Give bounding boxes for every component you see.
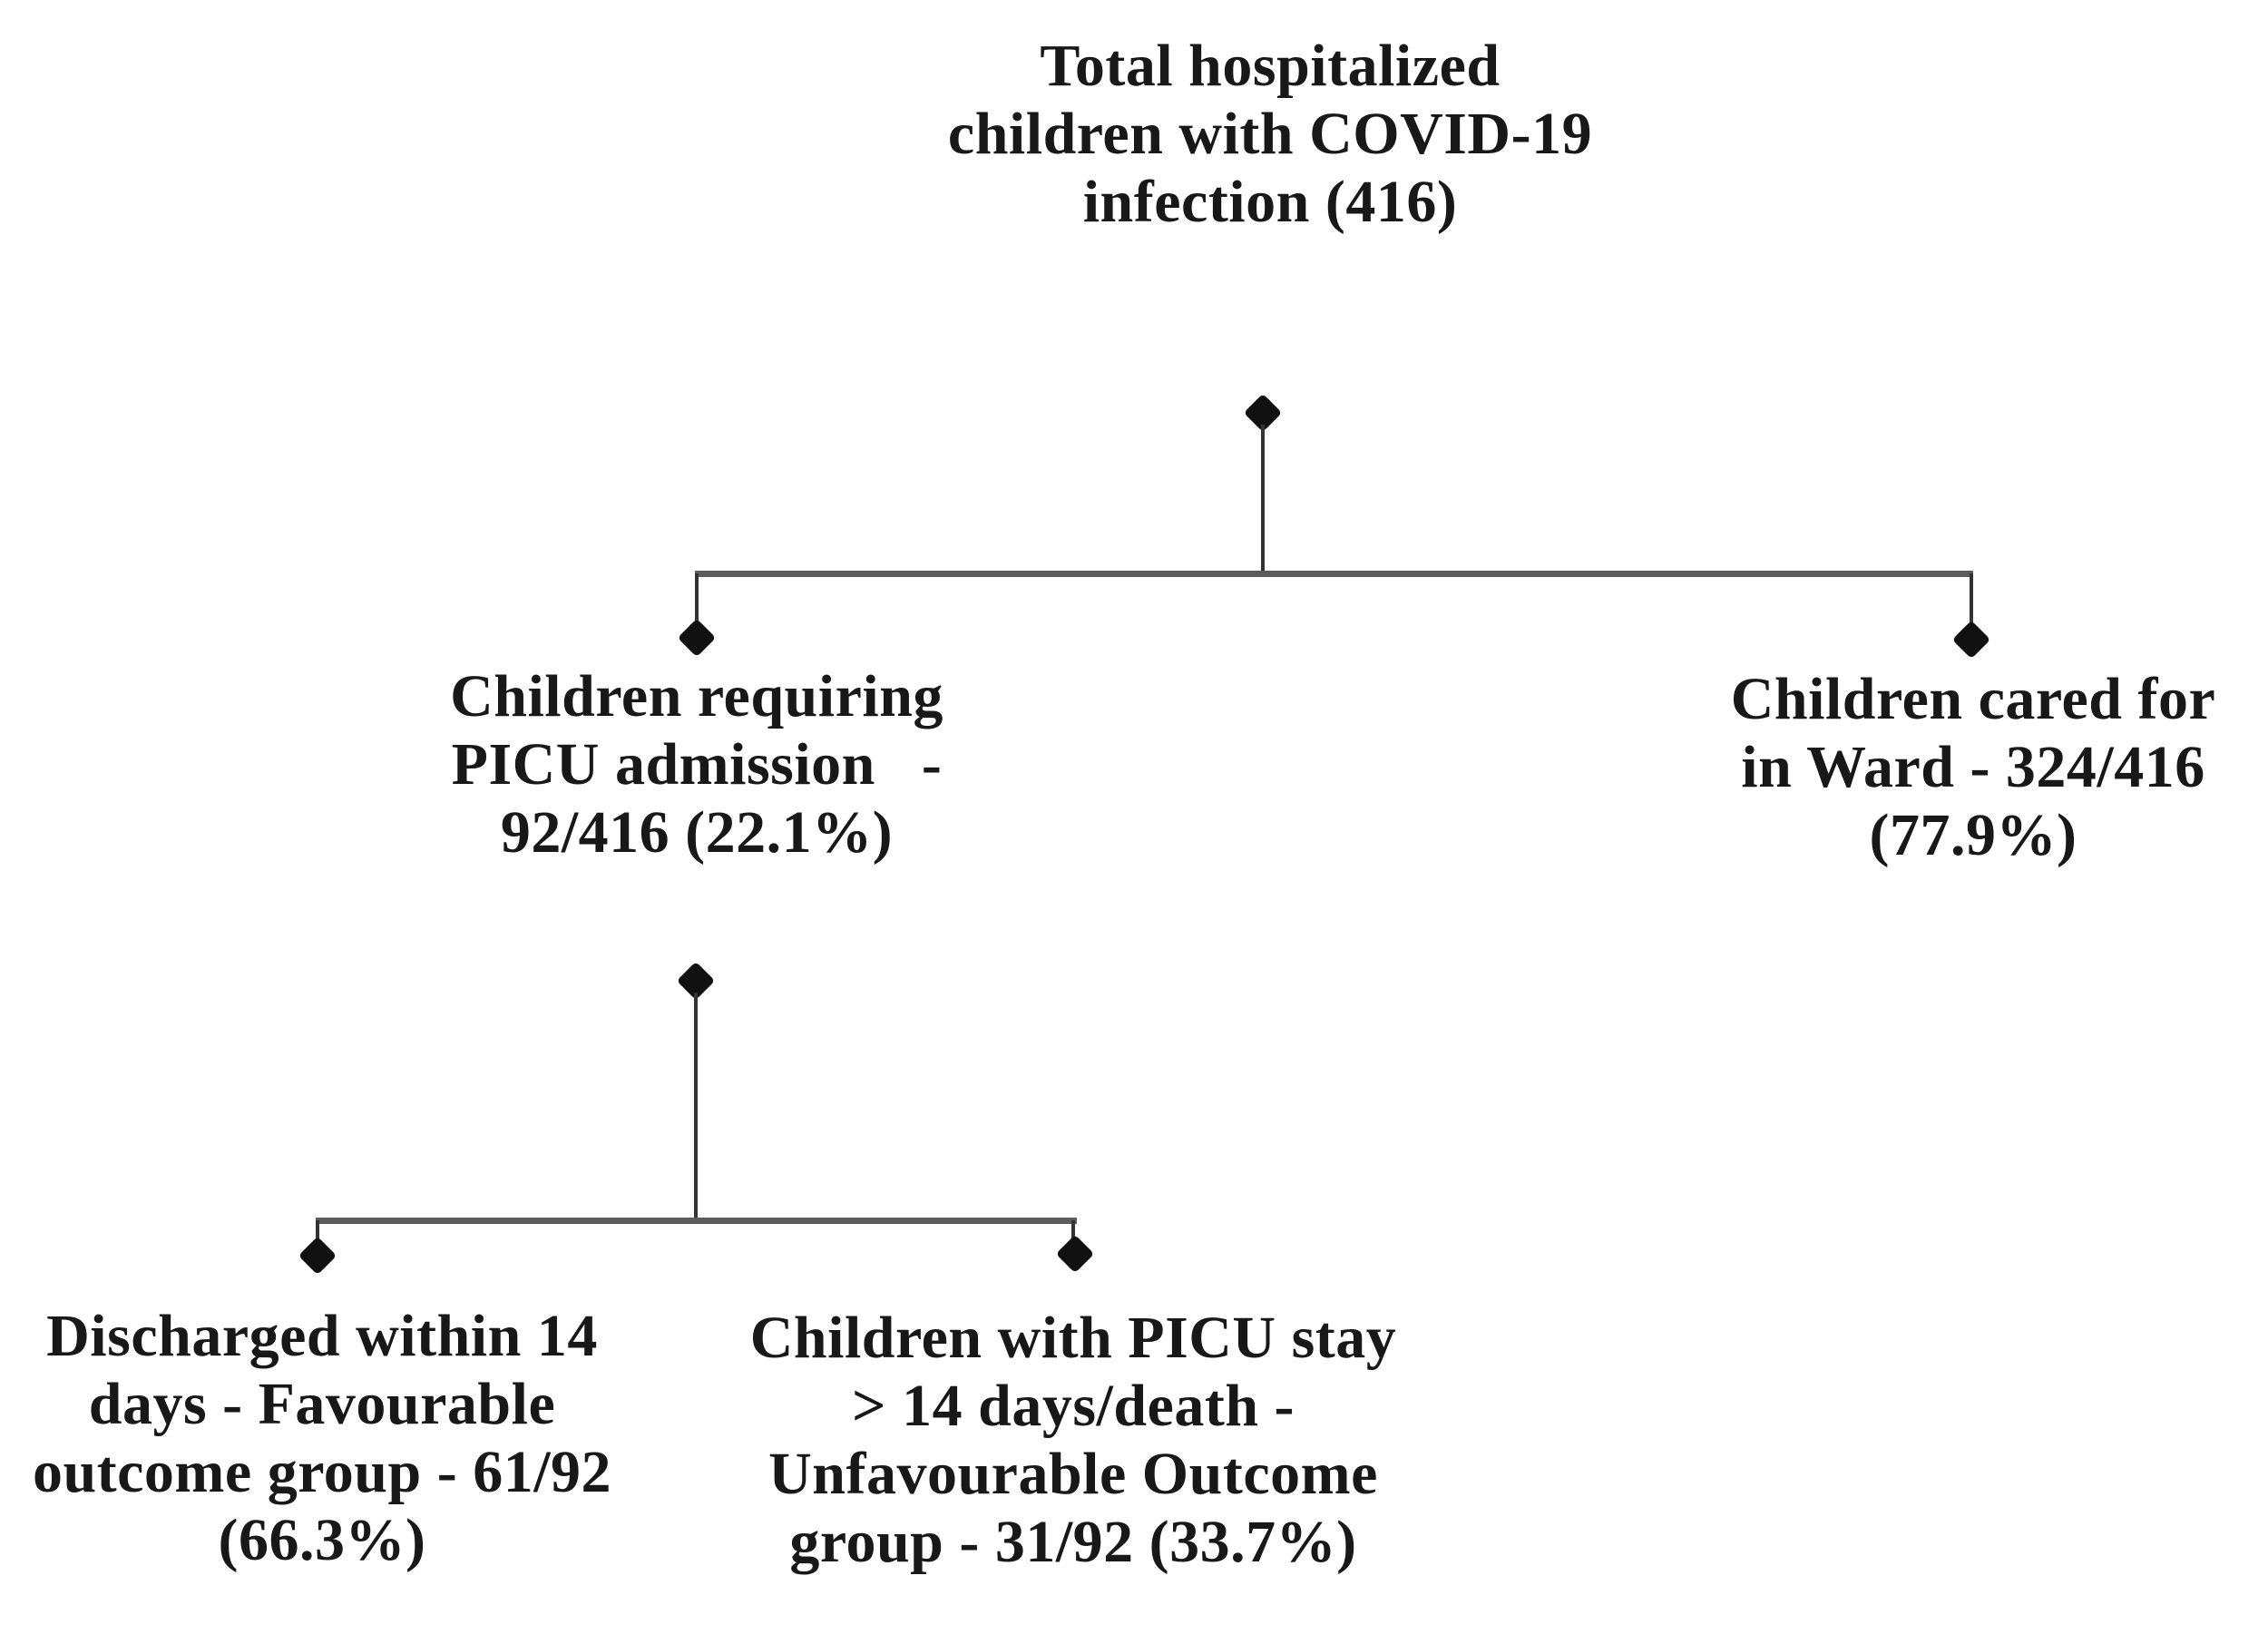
node-text-line: infection (416)	[1082, 169, 1458, 235]
node-text-line: group - 31/92 (33.7%)	[789, 1509, 1357, 1575]
connector-stem-line	[694, 993, 698, 1223]
node-text-line: outcome group - 61/92	[32, 1439, 612, 1505]
node-picu-admission: Children requiring PICU admission - 92/4…	[425, 662, 969, 866]
node-text-line: children with COVID-19	[947, 101, 1593, 167]
diamond-marker-icon	[1951, 620, 1991, 660]
diamond-marker-icon	[1055, 1234, 1095, 1274]
node-text-line: in Ward - 324/416	[1741, 734, 2205, 800]
node-text-line: 92/416 (22.1%)	[500, 799, 894, 866]
node-text-line: Children cared for	[1730, 666, 2216, 732]
node-text-line: days - Favourable	[88, 1371, 556, 1437]
node-text-line: > 14 days/death -	[852, 1373, 1295, 1439]
node-text-line: Discharged within 14	[46, 1303, 598, 1369]
node-text-line: Total hospitalized	[1040, 33, 1501, 99]
connector-drop-line-left	[316, 1220, 319, 1244]
node-favourable-outcome: Discharged within 14 days - Favourable o…	[23, 1302, 621, 1574]
node-text-line: Children requiring	[450, 663, 943, 729]
node-text-line: PICU admission -	[451, 731, 943, 798]
connector-drop-line-right	[1071, 1220, 1075, 1242]
node-text-line: (77.9%)	[1869, 802, 2077, 868]
node-ward-care: Children cared for in Ward - 324/416 (77…	[1719, 665, 2227, 869]
node-text-line: Unfavourable Outcome	[768, 1441, 1378, 1507]
connector-drop-line-right	[1970, 573, 1973, 626]
connector-drop-line-left	[695, 573, 699, 624]
connector-stem-line	[1261, 425, 1265, 575]
node-text-line: (66.3%)	[218, 1507, 426, 1573]
diamond-marker-icon	[677, 618, 717, 658]
connector-branch-bar	[695, 571, 1973, 577]
node-unfavourable-outcome: Children with PICU stay > 14 days/death …	[728, 1304, 1418, 1576]
diamond-marker-icon	[298, 1236, 337, 1276]
node-total-hospitalized: Total hospitalized children with COVID-1…	[925, 32, 1615, 236]
connector-branch-bar	[316, 1218, 1077, 1224]
node-text-line: Children with PICU stay	[749, 1305, 1397, 1371]
